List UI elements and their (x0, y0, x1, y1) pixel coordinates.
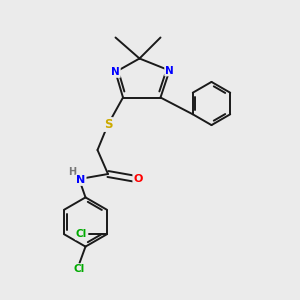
Text: O: O (133, 173, 143, 184)
Text: Cl: Cl (74, 264, 85, 274)
Text: H: H (68, 167, 76, 177)
Text: N: N (111, 67, 120, 77)
Text: N: N (165, 65, 174, 76)
Text: N: N (76, 175, 85, 185)
Text: S: S (104, 118, 112, 131)
Text: Cl: Cl (76, 229, 87, 239)
